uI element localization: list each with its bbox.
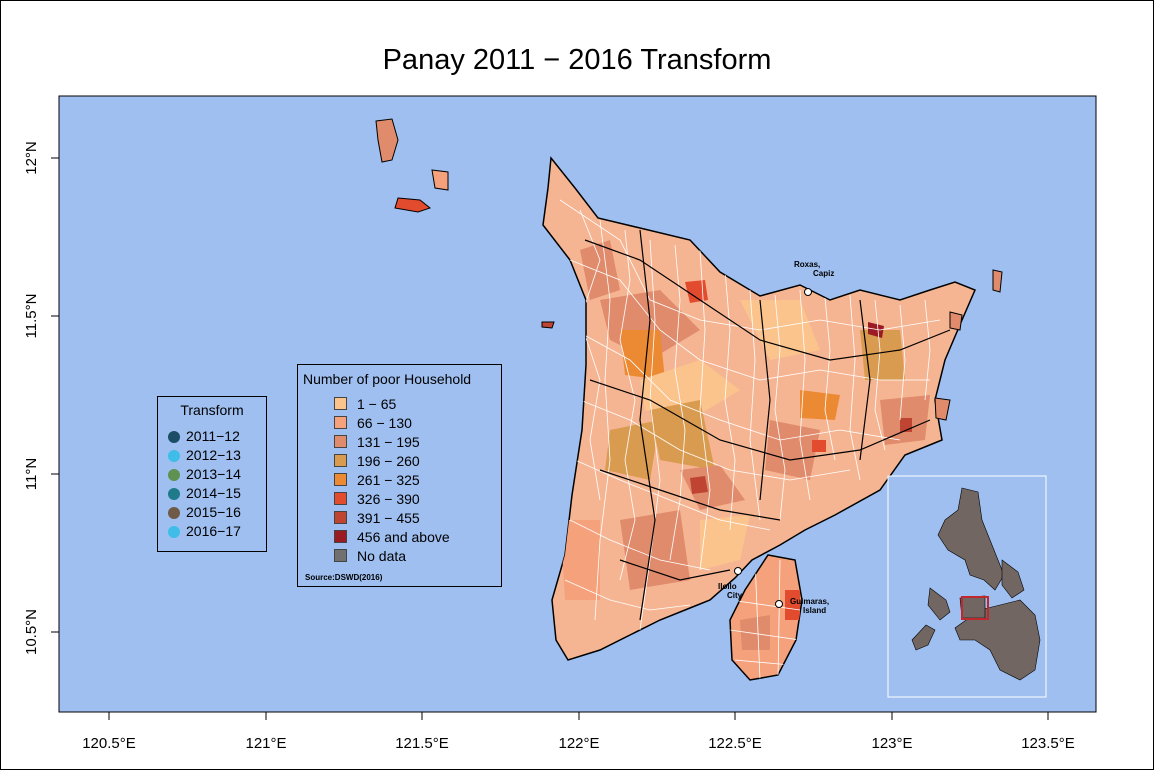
- city-labels: Roxas, Capiz Iloilo City Guimaras, Islan…: [718, 260, 834, 615]
- poor-legend-item: 1 − 65: [334, 395, 396, 413]
- poor-legend-item: No data: [334, 547, 406, 565]
- poor-legend-label: 1 − 65: [357, 396, 397, 412]
- legend-swatch-icon: [334, 530, 347, 543]
- city-marker-iloilo: [734, 567, 742, 575]
- x-tick-label-122-5: 122.5°E: [708, 735, 762, 752]
- inset-map: [887, 475, 1047, 698]
- legend-swatch-icon: [334, 511, 347, 524]
- poor-legend-label: 456 and above: [357, 529, 450, 545]
- city-label-iloilo-1: Iloilo: [718, 582, 737, 591]
- legend-swatch-icon: [334, 397, 347, 410]
- poor-legend-item: 196 − 260: [334, 452, 420, 470]
- transform-legend-label: 2016−17: [186, 523, 241, 539]
- y-tick-label-10-5: 10.5°N: [23, 609, 40, 655]
- legend-dot-icon: [168, 450, 180, 462]
- legend-dot-icon: [168, 488, 180, 500]
- city-label-roxas-2: Capiz: [813, 269, 834, 278]
- inset-land: [911, 487, 1041, 681]
- poor-legend-item: 131 − 195: [334, 433, 420, 451]
- y-tick-label-11-5: 11.5°N: [23, 294, 40, 339]
- x-tick-label-123-5: 123.5°E: [1021, 735, 1075, 752]
- y-tick-label-12: 12°N: [23, 141, 40, 175]
- y-axis-ticks: [51, 157, 59, 633]
- poor-legend-item: 66 − 130: [334, 414, 412, 432]
- legend-swatch-icon: [334, 492, 347, 505]
- city-label-guimaras-1: Guimaras,: [790, 597, 829, 606]
- y-tick-label-11: 11°N: [23, 458, 40, 490]
- x-tick-label-121-5: 121.5°E: [395, 735, 449, 752]
- legend-swatch-icon: [334, 454, 347, 467]
- city-markers: [734, 288, 812, 608]
- poor-legend-item: 456 and above: [334, 528, 450, 546]
- panay-island: [542, 156, 976, 661]
- legend-swatch-icon: [334, 549, 347, 562]
- poor-legend-item: 326 − 390: [334, 490, 420, 508]
- poor-legend-label: 261 − 325: [357, 472, 420, 488]
- offshore-islands: [375, 118, 1003, 421]
- transform-legend-item: 2016−17: [168, 522, 241, 540]
- transform-legend-title: Transform: [180, 402, 244, 418]
- transform-legend-label: 2015−16: [186, 504, 241, 520]
- x-axis-ticks: [108, 712, 1049, 720]
- legend-swatch-icon: [334, 473, 347, 486]
- city-label-roxas-1: Roxas,: [794, 260, 820, 269]
- x-tick-label-123: 123°E: [871, 735, 912, 752]
- poor-legend-label: 66 − 130: [357, 415, 412, 431]
- legend-swatch-icon: [334, 416, 347, 429]
- city-label-iloilo-2: City: [727, 591, 743, 600]
- municipality-patches: [559, 199, 951, 631]
- poor-legend-label: No data: [357, 548, 407, 564]
- legend-dot-icon: [168, 469, 180, 481]
- x-tick-label-122: 122°E: [558, 735, 599, 752]
- data-source-note: Source:DSWD(2016): [305, 573, 383, 582]
- x-axis-tick-labels: 120.5°E 121°E 121.5°E 122°E 122.5°E 123°…: [82, 735, 1075, 752]
- transform-legend-item: 2012−13: [168, 446, 241, 464]
- transform-legend-label: 2013−14: [186, 466, 241, 482]
- poor-legend-item: 391 − 455: [334, 509, 420, 527]
- transform-legend-item: 2015−16: [168, 503, 241, 521]
- poor-household-legend: Number of poor Household 1 − 65 66 − 130…: [297, 364, 502, 587]
- guimaras-island: [729, 554, 803, 681]
- inset-highlight: [961, 596, 989, 620]
- poor-legend-title: Number of poor Household: [303, 371, 472, 387]
- transform-legend-label: 2014−15: [186, 485, 241, 501]
- legend-dot-icon: [168, 507, 180, 519]
- poor-legend-label: 326 − 390: [357, 491, 420, 507]
- transform-legend-label: 2012−13: [186, 447, 241, 463]
- transform-legend-label: 2011−12: [186, 428, 240, 444]
- poor-legend-item: 261 − 325: [334, 471, 420, 489]
- x-tick-label-121: 121°E: [245, 735, 286, 752]
- map-title: Panay 2011 − 2016 Transform: [382, 44, 772, 76]
- legend-swatch-icon: [334, 435, 347, 448]
- poor-legend-label: 131 − 195: [357, 434, 420, 450]
- poor-legend-label: 391 − 455: [357, 510, 420, 526]
- transform-legend: Transform 2011−12 2012−13 2013−14 2014−1…: [157, 396, 267, 552]
- city-marker-roxas: [804, 288, 812, 296]
- city-marker-guimaras: [775, 600, 783, 608]
- poor-legend-label: 196 − 260: [357, 453, 420, 469]
- y-axis-tick-labels: 12°N 11.5°N 11°N 10.5°N: [23, 141, 40, 655]
- city-label-guimaras-2: Island: [803, 606, 826, 615]
- transform-legend-item: 2014−15: [168, 484, 241, 502]
- transform-legend-item: 2011−12: [168, 427, 240, 445]
- x-tick-label-120-5: 120.5°E: [82, 735, 136, 752]
- legend-dot-icon: [168, 431, 180, 443]
- transform-legend-item: 2013−14: [168, 465, 241, 483]
- legend-dot-icon: [168, 526, 180, 538]
